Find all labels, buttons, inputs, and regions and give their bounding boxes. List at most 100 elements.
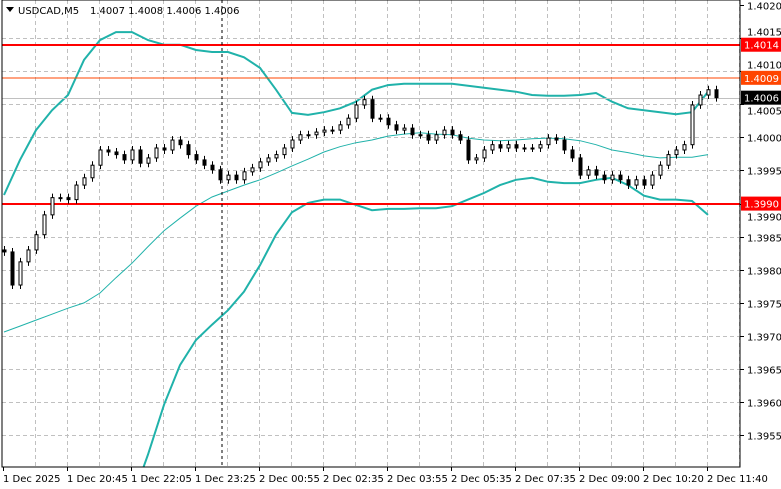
candle-body [474, 157, 479, 161]
candle [666, 150, 671, 170]
ohlc-readout: 1.4007 1.4008 1.4006 1.4006 [90, 6, 240, 17]
x-tick-label: 2 Dec 07:35 [515, 474, 576, 485]
candle-body [618, 174, 623, 181]
x-tick-label: 1 Dec 20:45 [67, 474, 128, 485]
candle-body [706, 89, 711, 96]
candle [74, 181, 79, 204]
candle-body [530, 147, 535, 150]
candle [378, 114, 383, 123]
candle-body [674, 149, 679, 156]
horizontal-levels [2, 44, 740, 205]
candle-body [714, 89, 719, 99]
candle-body [426, 134, 431, 141]
y-tick-label: 1.4000 [747, 134, 781, 145]
candle [58, 193, 63, 202]
candle [106, 146, 111, 156]
candle-body [330, 129, 335, 132]
x-tick-label: 2 Dec 09:00 [579, 474, 640, 485]
candle [426, 130, 431, 145]
candle-body [34, 234, 39, 251]
y-tick-label: 1.3960 [747, 399, 781, 410]
candle [18, 257, 23, 289]
candle-body [690, 104, 695, 146]
candle [266, 153, 271, 166]
y-tick-label: 1.4010 [747, 61, 781, 72]
candle [234, 171, 239, 184]
y-tick-label: 1.3985 [747, 234, 781, 245]
candle-body [562, 139, 567, 151]
y-tick-label: 1.3970 [747, 333, 781, 344]
candle [450, 126, 455, 139]
candle-body [50, 197, 55, 216]
level-price-tag: 1.4014 [744, 41, 779, 52]
price-axis[interactable]: 1.4020 1.4015 1.4010 1.4005 1.4000 1.3995 1.39… [740, 2, 781, 443]
candle [226, 171, 231, 184]
x-tick-label: 2 Dec 10:20 [643, 474, 704, 485]
candle [434, 130, 439, 145]
candle-body [682, 144, 687, 151]
y-tick-label: 1.4005 [747, 107, 781, 118]
candle-body [250, 167, 255, 173]
candle-body [370, 99, 375, 119]
candle-body [410, 127, 415, 136]
candle-body [650, 174, 655, 186]
candle [194, 150, 199, 164]
candle [578, 153, 583, 180]
candle-body [2, 249, 7, 253]
candle-body [594, 169, 599, 176]
candle [26, 245, 31, 266]
candle [530, 144, 535, 152]
candle [306, 130, 311, 139]
candle-body [162, 147, 167, 151]
current-price-tag: 1.4006 [744, 94, 779, 105]
candle [274, 150, 279, 162]
candle [706, 85, 711, 100]
candle [698, 91, 703, 109]
candle-body [258, 161, 263, 169]
current-price-tag-bg [741, 90, 781, 105]
candle-body [74, 184, 79, 201]
candle-body [58, 197, 63, 200]
bollinger-middle-line [3, 132, 709, 333]
candle-body [642, 179, 647, 186]
candle [362, 95, 367, 109]
y-tick-label: 1.3980 [747, 267, 781, 278]
candle-body [338, 124, 343, 131]
candle [10, 247, 15, 289]
time-axis[interactable]: 1 Dec 2025 1 Dec 20:45 1 Dec 22:05 1 Dec 23… [3, 467, 768, 485]
candle-body [282, 147, 287, 156]
candle-body [66, 197, 71, 201]
candle-body [130, 149, 135, 161]
candle [42, 210, 47, 239]
candle-body [394, 124, 399, 131]
x-tick-label: 2 Dec 03:55 [387, 474, 448, 485]
candle [186, 140, 191, 159]
candle-body [402, 127, 407, 131]
candle-body [626, 179, 631, 186]
candle-body [490, 144, 495, 151]
candle-body [546, 137, 551, 146]
candle [114, 147, 119, 159]
candle [554, 134, 559, 145]
candle [338, 120, 343, 135]
candle-body [346, 117, 351, 126]
triangle-down-icon[interactable] [6, 7, 14, 12]
candle-body [298, 134, 303, 141]
candle-body [194, 154, 199, 161]
candle [330, 126, 335, 135]
candle [522, 144, 527, 152]
grid [2, 0, 740, 467]
y-tick-label: 1.3995 [747, 167, 781, 178]
candle [418, 130, 423, 139]
candle-body [82, 177, 87, 186]
candle-body [514, 144, 519, 149]
candle-body [482, 149, 487, 159]
candle [442, 126, 447, 139]
candle [170, 136, 175, 154]
candle-body [218, 169, 223, 181]
candle-body [210, 164, 215, 171]
price-tags: 1.4014 1.4009 1.3990 1.4006 [741, 37, 781, 211]
candle [162, 144, 167, 154]
candle [634, 175, 639, 190]
